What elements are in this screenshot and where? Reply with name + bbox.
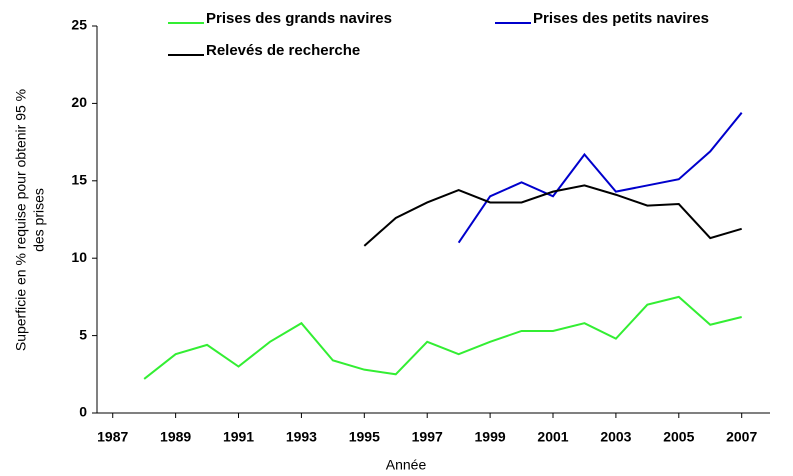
y-tick-label: 5 [79, 326, 87, 342]
x-tick-label: 2003 [600, 429, 631, 445]
x-tick-label: 2005 [663, 429, 694, 445]
y-axis-label-line: Superficie en % requise pour obtenir 95 … [13, 89, 29, 351]
y-tick-label: 0 [79, 404, 87, 420]
x-axis-label: Année [386, 457, 427, 473]
x-tick-label: 1989 [160, 429, 191, 445]
series-line [363, 184, 742, 247]
legend-label: Prises des petits navires [533, 10, 709, 27]
x-tick-label: 1995 [349, 429, 380, 445]
series-line [457, 112, 743, 244]
y-axis-label: Superficie en % requise pour obtenir 95 … [13, 89, 47, 351]
y-tick-label: 20 [71, 94, 87, 110]
x-tick-label: 1987 [97, 429, 128, 445]
legend-label: Prises des grands navires [206, 10, 392, 27]
x-tick-label: 1991 [223, 429, 254, 445]
y-axis-label-line: des prises [31, 188, 47, 252]
x-tick-label: 1993 [286, 429, 317, 445]
x-tick-label: 2007 [726, 429, 757, 445]
x-tick-label: 1997 [412, 429, 443, 445]
series-line [143, 295, 742, 380]
y-tick-label: 25 [71, 17, 87, 33]
x-tick-label: 2001 [537, 429, 568, 445]
y-tick-label: 10 [71, 249, 87, 265]
x-tick-label: 1999 [475, 429, 506, 445]
y-tick-label: 15 [71, 172, 87, 188]
legend-label: Relevés de recherche [206, 42, 360, 59]
